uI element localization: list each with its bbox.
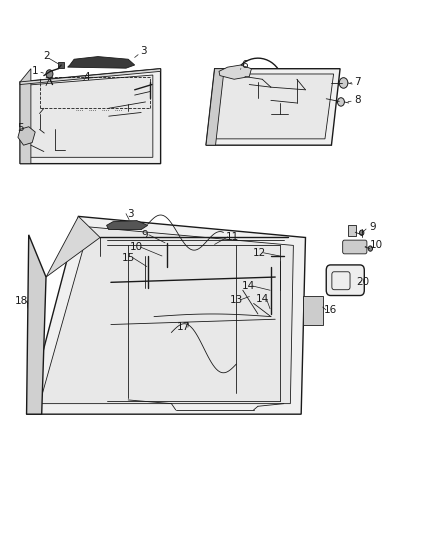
Circle shape (216, 107, 230, 124)
Polygon shape (18, 127, 35, 145)
Polygon shape (20, 69, 161, 164)
Text: 16: 16 (324, 305, 337, 315)
Circle shape (56, 114, 66, 127)
Text: 3: 3 (127, 209, 134, 219)
Text: 14: 14 (242, 281, 255, 291)
Circle shape (238, 92, 247, 103)
Circle shape (165, 263, 170, 270)
Text: 12: 12 (253, 248, 266, 258)
FancyBboxPatch shape (42, 131, 64, 154)
Circle shape (206, 356, 223, 377)
Text: 8: 8 (354, 95, 361, 106)
FancyBboxPatch shape (62, 117, 121, 155)
Text: 15: 15 (122, 253, 135, 263)
Polygon shape (46, 216, 100, 277)
Circle shape (132, 137, 141, 148)
Polygon shape (67, 56, 134, 68)
Text: 10: 10 (129, 242, 142, 252)
Circle shape (126, 348, 148, 375)
Text: 6: 6 (242, 60, 248, 70)
Text: 4: 4 (84, 71, 90, 82)
Text: 7: 7 (354, 77, 361, 87)
Text: 11: 11 (225, 232, 239, 242)
Circle shape (305, 298, 314, 309)
Polygon shape (27, 235, 46, 414)
Circle shape (35, 114, 48, 129)
Ellipse shape (28, 296, 37, 312)
Polygon shape (106, 221, 148, 230)
Circle shape (70, 114, 78, 124)
Polygon shape (20, 69, 31, 164)
Circle shape (215, 88, 231, 107)
Circle shape (368, 246, 372, 251)
Circle shape (246, 262, 261, 281)
Polygon shape (214, 74, 334, 139)
Text: 13: 13 (230, 295, 243, 305)
Circle shape (77, 284, 101, 313)
Circle shape (149, 316, 163, 333)
FancyBboxPatch shape (162, 250, 173, 274)
Polygon shape (20, 69, 161, 85)
FancyBboxPatch shape (326, 265, 364, 295)
Polygon shape (206, 69, 224, 145)
FancyBboxPatch shape (343, 240, 367, 254)
Text: 9: 9 (370, 222, 376, 232)
Circle shape (360, 230, 364, 236)
Circle shape (46, 70, 53, 78)
Polygon shape (39, 227, 293, 403)
Polygon shape (219, 65, 251, 79)
Text: 17: 17 (177, 322, 190, 332)
Circle shape (338, 98, 344, 106)
Text: 5: 5 (17, 123, 23, 133)
Circle shape (339, 78, 348, 88)
Text: 2: 2 (43, 51, 50, 61)
Circle shape (78, 327, 100, 353)
Polygon shape (304, 295, 323, 325)
Text: 9: 9 (141, 230, 148, 240)
FancyBboxPatch shape (348, 225, 356, 237)
Text: 18: 18 (15, 296, 28, 306)
Circle shape (181, 294, 197, 313)
Polygon shape (28, 75, 153, 157)
Circle shape (236, 114, 244, 124)
Circle shape (315, 299, 322, 308)
Circle shape (175, 340, 194, 362)
FancyBboxPatch shape (58, 62, 64, 68)
FancyBboxPatch shape (134, 282, 182, 327)
Polygon shape (206, 69, 340, 145)
Text: 10: 10 (370, 240, 383, 251)
Text: 20: 20 (357, 277, 370, 287)
Text: 3: 3 (140, 46, 147, 56)
FancyBboxPatch shape (212, 114, 244, 140)
Circle shape (313, 307, 320, 316)
Polygon shape (27, 216, 305, 414)
Text: 1: 1 (32, 66, 39, 76)
Circle shape (116, 123, 127, 136)
Circle shape (239, 294, 255, 313)
Circle shape (227, 98, 237, 110)
Text: 14: 14 (256, 294, 269, 304)
